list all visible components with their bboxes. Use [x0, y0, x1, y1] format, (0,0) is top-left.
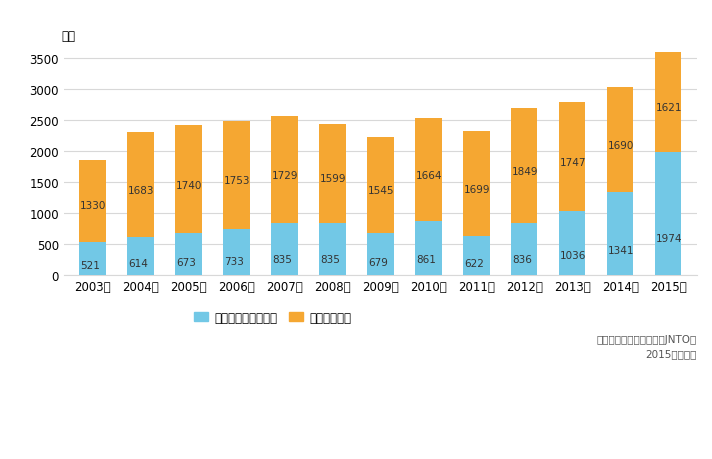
Text: 1740: 1740 — [177, 180, 203, 190]
Text: 出典：日本政府観光局（JNTO）: 出典：日本政府観光局（JNTO） — [597, 335, 697, 344]
Text: 733: 733 — [224, 257, 244, 267]
Text: 1974: 1974 — [656, 234, 683, 243]
Text: 1849: 1849 — [512, 167, 538, 177]
Bar — [559, 211, 585, 275]
Text: 1341: 1341 — [608, 245, 634, 255]
Bar — [127, 133, 154, 237]
Bar — [319, 224, 345, 275]
Bar — [79, 243, 105, 275]
Text: 万人: 万人 — [61, 30, 75, 44]
Bar — [127, 237, 154, 275]
Bar — [607, 88, 634, 192]
Bar — [463, 132, 490, 237]
Text: 622: 622 — [464, 258, 484, 269]
Text: 1599: 1599 — [320, 174, 347, 184]
Bar — [271, 224, 298, 275]
Bar — [415, 119, 441, 222]
Bar — [511, 109, 538, 224]
Bar — [463, 237, 490, 275]
Bar — [415, 222, 441, 275]
Text: 1545: 1545 — [368, 185, 394, 195]
Bar — [224, 122, 250, 230]
Text: 1699: 1699 — [464, 185, 491, 195]
Bar — [175, 126, 201, 234]
Bar — [367, 233, 394, 275]
Bar — [367, 138, 394, 233]
Bar — [607, 192, 634, 275]
Text: 835: 835 — [320, 255, 340, 264]
Text: 1753: 1753 — [224, 176, 251, 186]
Text: 1683: 1683 — [128, 185, 155, 196]
Text: 1729: 1729 — [272, 170, 298, 180]
Text: 835: 835 — [272, 255, 292, 264]
Text: 1036: 1036 — [560, 251, 587, 261]
Bar — [79, 161, 105, 243]
Bar — [271, 117, 298, 224]
Bar — [224, 230, 250, 275]
Text: 679: 679 — [368, 257, 388, 268]
Bar — [511, 224, 538, 275]
Bar — [319, 125, 345, 224]
Text: 1330: 1330 — [80, 201, 107, 211]
Text: 673: 673 — [177, 257, 196, 268]
Text: 2015は推計値: 2015は推計値 — [646, 348, 697, 358]
Text: 1747: 1747 — [560, 157, 587, 168]
Text: 521: 521 — [80, 260, 100, 270]
Text: 614: 614 — [128, 259, 148, 269]
Text: 1690: 1690 — [608, 140, 634, 150]
Text: 861: 861 — [416, 254, 436, 264]
Text: 1664: 1664 — [416, 171, 443, 180]
Bar — [655, 153, 681, 275]
Bar — [559, 103, 585, 211]
Text: 1621: 1621 — [656, 103, 683, 113]
Bar — [655, 53, 681, 153]
Legend: 訪日外国人旅行者数, 出国日本人数: 訪日外国人旅行者数, 出国日本人数 — [189, 306, 356, 329]
Bar — [175, 234, 201, 275]
Text: 836: 836 — [512, 255, 532, 264]
